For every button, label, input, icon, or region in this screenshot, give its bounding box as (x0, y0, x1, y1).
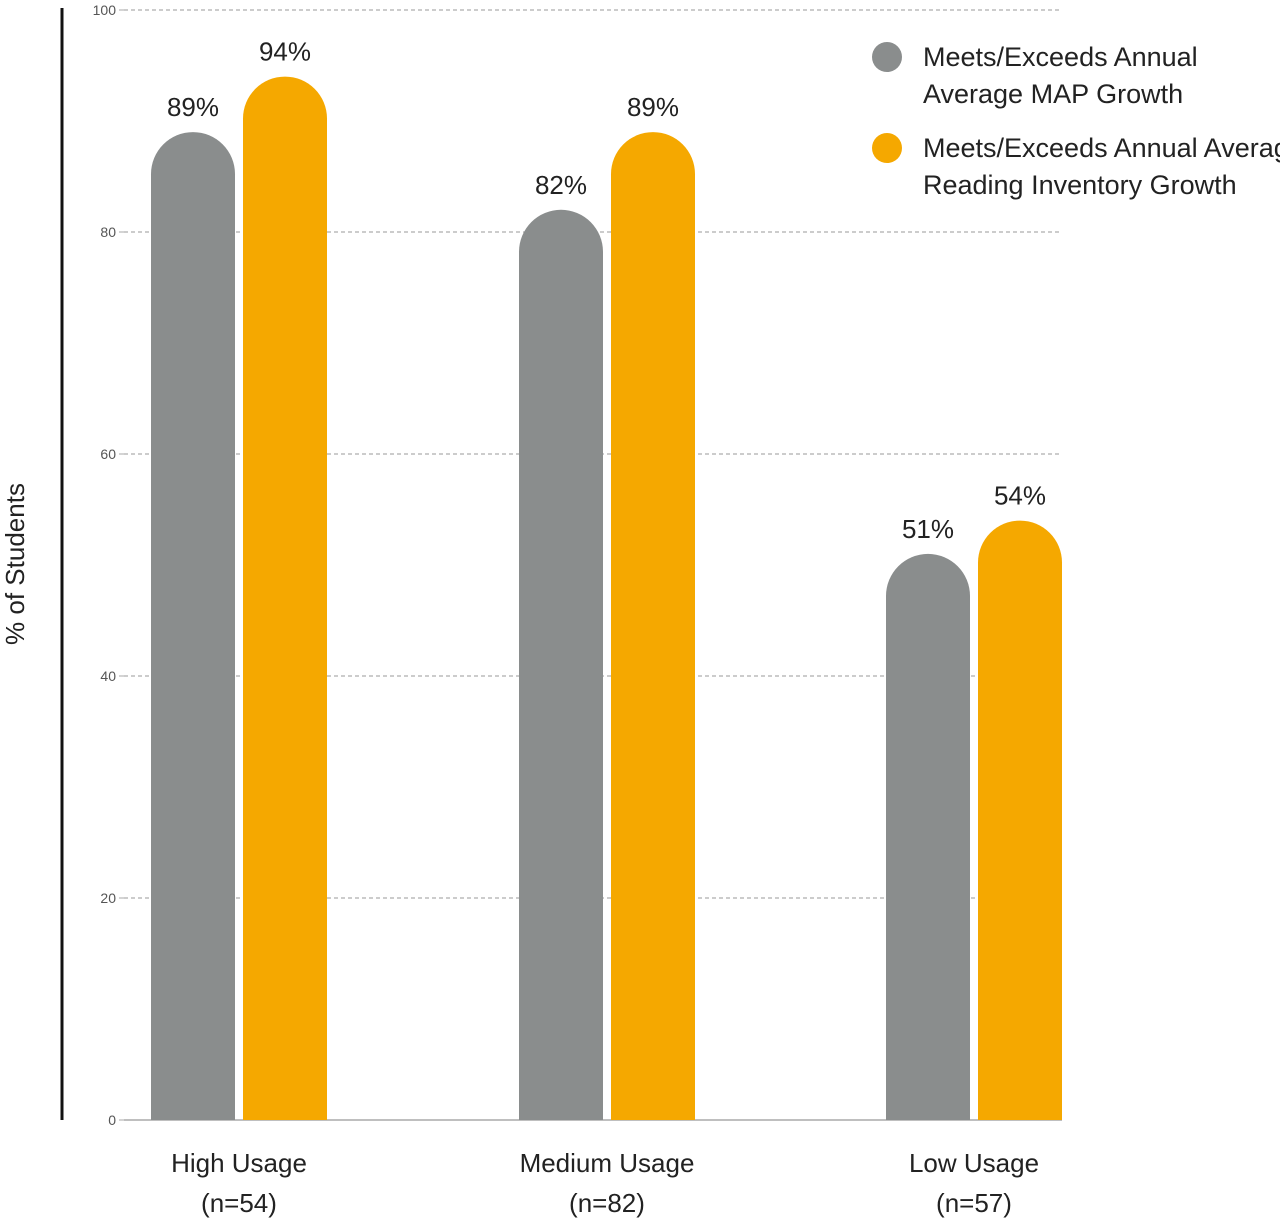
legend-label: Meets/Exceeds Annual Average (923, 133, 1280, 163)
data-label: 54% (994, 481, 1046, 511)
legend: Meets/Exceeds Annual Average MAP Growth Me… (872, 42, 1280, 200)
bars (151, 76, 1062, 1121)
legend-label: Meets/Exceeds Annual (923, 42, 1198, 72)
legend-label: Reading Inventory Growth (923, 170, 1237, 200)
category-labels: High Usage (n=54) Medium Usage (n=82) Low Us… (171, 1148, 1039, 1218)
y-tick-label: 0 (108, 1112, 116, 1128)
category-sample-size: (n=82) (569, 1188, 645, 1218)
bar-map-2 (519, 209, 603, 1121)
bar-map-1 (151, 132, 235, 1121)
y-tick-label: 40 (100, 668, 116, 684)
bar-reading-2 (611, 132, 695, 1121)
legend-swatch (872, 42, 902, 72)
category-sample-size: (n=54) (201, 1188, 277, 1218)
legend-swatch (872, 133, 902, 163)
category-label: Low Usage (909, 1148, 1039, 1178)
y-tick-label: 60 (100, 446, 116, 462)
bar-reading-1 (243, 76, 327, 1121)
legend-label: Average MAP Growth (923, 79, 1183, 109)
category-sample-size: (n=57) (936, 1188, 1012, 1218)
category-label: Medium Usage (520, 1148, 695, 1178)
bar-map-3 (886, 553, 970, 1120)
category-label: High Usage (171, 1148, 307, 1178)
y-axis-title: % of Students (0, 483, 30, 645)
data-label: 94% (259, 37, 311, 67)
data-label: 89% (627, 92, 679, 122)
y-tick-label: 20 (100, 890, 116, 906)
data-label: 51% (902, 514, 954, 544)
y-tick-label: 80 (100, 224, 116, 240)
data-labels: 89% 94% 82% 89% 51% 54% (167, 37, 1046, 544)
data-label: 89% (167, 92, 219, 122)
data-label: 82% (535, 170, 587, 200)
bar-reading-3 (978, 520, 1062, 1120)
y-tick-label: 100 (93, 2, 117, 18)
